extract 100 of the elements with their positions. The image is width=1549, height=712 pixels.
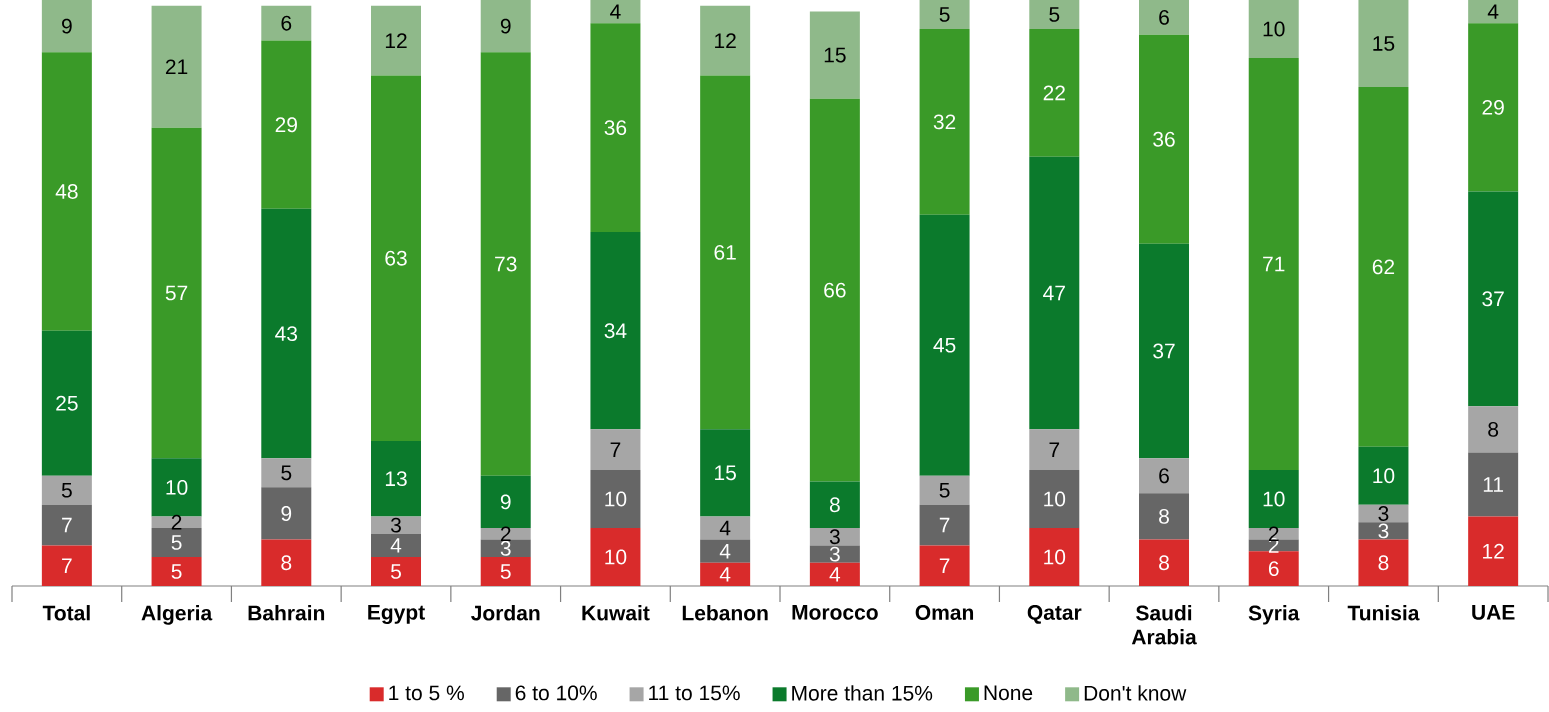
data-label: 7 xyxy=(1049,442,1060,457)
data-label: 12 xyxy=(715,33,736,48)
bar xyxy=(1468,191,1519,407)
bar xyxy=(919,214,970,476)
bar xyxy=(809,11,860,99)
data-label: 11 xyxy=(1483,477,1504,492)
data-label: 3 xyxy=(1378,506,1389,521)
data-label: 5 xyxy=(939,7,950,22)
data-label: 3 xyxy=(1378,523,1389,539)
data-label: 36 xyxy=(604,120,627,136)
data-label: 13 xyxy=(385,471,407,487)
data-label: 8 xyxy=(829,497,840,513)
bar xyxy=(261,487,312,540)
bar xyxy=(919,29,970,215)
bar xyxy=(261,40,312,209)
bar xyxy=(809,545,860,563)
data-label: 3 xyxy=(829,529,840,545)
data-label: 15 xyxy=(824,47,846,63)
bar xyxy=(919,475,970,505)
bar xyxy=(41,504,92,546)
data-label: 43 xyxy=(275,326,298,342)
bar xyxy=(1358,87,1409,447)
data-label: 71 xyxy=(1263,256,1285,272)
data-label: 6 xyxy=(1159,468,1169,484)
bar xyxy=(480,475,531,528)
data-label: 57 xyxy=(165,285,188,301)
data-label: 6 xyxy=(281,15,292,31)
x-tick-label: Kuwait xyxy=(582,605,650,621)
x-tick-label: Lebanon xyxy=(682,605,768,621)
bar xyxy=(261,458,312,488)
x-tick-label: Jordan xyxy=(471,605,540,621)
data-label: 10 xyxy=(1373,468,1395,484)
bar xyxy=(261,5,312,41)
bar xyxy=(371,440,422,517)
x-tick-label: Bahrain xyxy=(248,605,325,621)
data-label: 34 xyxy=(604,323,627,339)
data-label: 37 xyxy=(1482,291,1504,307)
bar xyxy=(700,5,751,76)
bar xyxy=(700,516,751,540)
data-label: 7 xyxy=(62,517,72,533)
bar xyxy=(1139,493,1190,540)
bar xyxy=(809,527,860,546)
bar xyxy=(700,75,751,430)
bar xyxy=(1358,522,1409,540)
bar xyxy=(590,429,641,470)
data-label: 5 xyxy=(281,465,292,481)
bar xyxy=(1468,0,1519,24)
data-label: 21 xyxy=(165,59,188,75)
bar xyxy=(1139,243,1190,459)
bar xyxy=(1468,516,1519,586)
data-label: 32 xyxy=(933,114,956,130)
data-label: 25 xyxy=(56,395,78,411)
x-tick-label: Algeria xyxy=(141,605,213,625)
legend-label: 6 to 10% xyxy=(515,685,597,701)
bar xyxy=(371,533,422,557)
data-label: 8 xyxy=(1159,555,1169,571)
bar xyxy=(1248,469,1299,528)
data-label: 12 xyxy=(385,33,407,48)
data-label: 61 xyxy=(714,244,736,260)
bar xyxy=(919,0,970,29)
data-label: 37 xyxy=(1153,343,1175,359)
bar xyxy=(700,539,751,563)
x-tick-label: Tunisia xyxy=(1347,605,1420,621)
data-label: 4 xyxy=(829,567,841,582)
x-tick-label: Oman xyxy=(915,605,974,620)
bar xyxy=(480,0,531,53)
bar xyxy=(809,562,860,586)
data-label: 7 xyxy=(62,558,72,573)
bar xyxy=(41,545,92,586)
bar xyxy=(919,504,970,546)
bar xyxy=(590,23,641,233)
data-label: 29 xyxy=(275,117,297,133)
data-label: 5 xyxy=(939,482,950,498)
bar xyxy=(590,232,641,430)
data-label: 29 xyxy=(1482,99,1504,115)
x-tick-label: UAE xyxy=(1472,605,1515,620)
bar xyxy=(809,98,860,482)
data-label: 10 xyxy=(1044,549,1066,565)
bar xyxy=(590,0,641,24)
data-label: 3 xyxy=(500,540,511,556)
x-tick-label: Saudi Arabia xyxy=(1131,605,1197,645)
bar xyxy=(41,0,92,53)
data-label: 45 xyxy=(933,337,956,353)
bar xyxy=(1358,539,1409,586)
bar xyxy=(41,330,92,476)
bar xyxy=(1358,504,1409,523)
data-label: 22 xyxy=(1043,85,1065,101)
data-label: 10 xyxy=(1044,491,1066,507)
data-label: 9 xyxy=(500,494,511,510)
data-label: 8 xyxy=(1378,555,1389,571)
bar xyxy=(261,208,312,459)
data-label: 4 xyxy=(1487,4,1499,19)
bar xyxy=(480,539,531,557)
data-label: 47 xyxy=(1043,285,1065,301)
legend-label: 1 to 5 % xyxy=(389,685,464,701)
data-label: 2 xyxy=(500,526,511,542)
bar xyxy=(480,527,531,540)
data-label: 4 xyxy=(719,567,731,582)
data-label: 5 xyxy=(61,482,72,498)
data-label: 15 xyxy=(715,465,736,481)
